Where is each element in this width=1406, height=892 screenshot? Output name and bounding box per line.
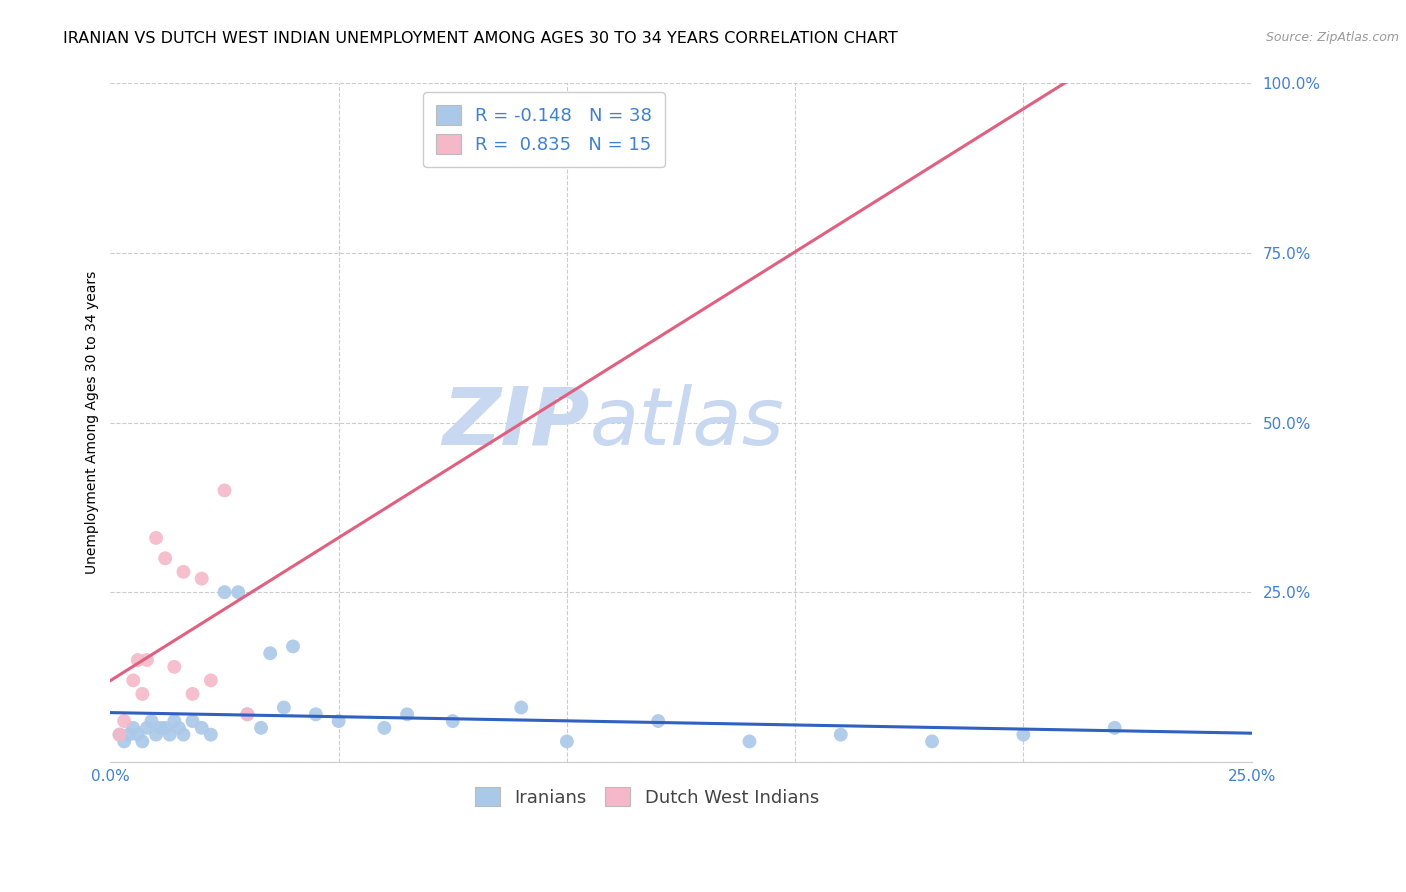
Point: [236, 707, 259, 722]
Point: [112, 734, 135, 748]
Y-axis label: Unemployment Among Ages 30 to 34 years: Unemployment Among Ages 30 to 34 years: [86, 271, 100, 574]
Point: [136, 721, 159, 735]
Point: [181, 687, 204, 701]
Point: [281, 640, 304, 654]
Point: [127, 728, 149, 742]
Point: [190, 721, 212, 735]
Point: [510, 700, 533, 714]
Point: [181, 714, 204, 728]
Point: [647, 714, 669, 728]
Point: [122, 673, 145, 688]
Point: [112, 714, 135, 728]
Point: [1104, 721, 1126, 735]
Point: [153, 721, 176, 735]
Point: [250, 721, 273, 735]
Point: [738, 734, 761, 748]
Point: [163, 714, 186, 728]
Point: [200, 728, 222, 742]
Point: [167, 721, 190, 735]
Point: [122, 721, 145, 735]
Point: [118, 728, 141, 742]
Text: atlas: atlas: [589, 384, 785, 461]
Point: [153, 551, 176, 566]
Point: [159, 728, 181, 742]
Point: [200, 673, 222, 688]
Text: Source: ZipAtlas.com: Source: ZipAtlas.com: [1265, 31, 1399, 45]
Point: [149, 721, 172, 735]
Point: [163, 660, 186, 674]
Point: [131, 687, 153, 701]
Point: [328, 714, 350, 728]
Point: [145, 728, 167, 742]
Point: [226, 585, 249, 599]
Point: [127, 653, 149, 667]
Point: [214, 483, 236, 498]
Point: [396, 707, 419, 722]
Point: [172, 565, 194, 579]
Point: [1012, 728, 1035, 742]
Point: [172, 728, 194, 742]
Point: [259, 646, 281, 660]
Point: [373, 721, 395, 735]
Point: [108, 728, 131, 742]
Legend: Iranians, Dutch West Indians: Iranians, Dutch West Indians: [468, 780, 825, 814]
Point: [555, 734, 578, 748]
Text: IRANIAN VS DUTCH WEST INDIAN UNEMPLOYMENT AMONG AGES 30 TO 34 YEARS CORRELATION : IRANIAN VS DUTCH WEST INDIAN UNEMPLOYMEN…: [63, 31, 898, 46]
Point: [145, 531, 167, 545]
Point: [921, 734, 943, 748]
Point: [273, 700, 295, 714]
Point: [441, 714, 464, 728]
Point: [214, 585, 236, 599]
Point: [830, 728, 852, 742]
Point: [190, 572, 212, 586]
Point: [131, 734, 153, 748]
Point: [236, 707, 259, 722]
Text: ZIP: ZIP: [443, 384, 589, 461]
Point: [108, 728, 131, 742]
Point: [141, 714, 163, 728]
Point: [305, 707, 328, 722]
Point: [136, 653, 159, 667]
